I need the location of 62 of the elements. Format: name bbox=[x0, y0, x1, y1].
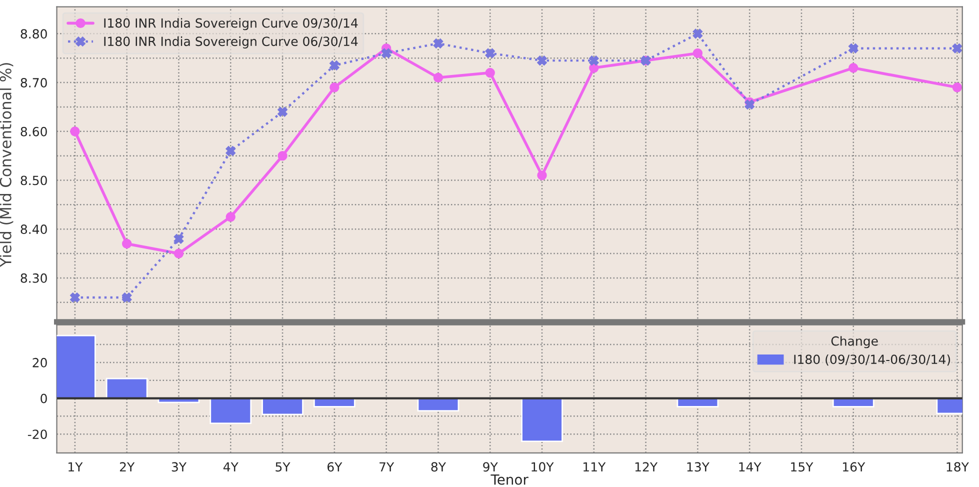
point bbox=[381, 48, 392, 58]
bar bbox=[210, 398, 252, 424]
legend-title: Change bbox=[831, 336, 878, 348]
y-tick-label: 8.70 bbox=[20, 78, 47, 88]
point bbox=[122, 238, 132, 249]
y-tick-label: 8.80 bbox=[20, 29, 47, 39]
y-tick-label: 20 bbox=[32, 358, 47, 368]
x-tick-label: 4Y bbox=[223, 462, 238, 472]
point bbox=[70, 292, 80, 302]
point bbox=[848, 43, 858, 54]
x-tick-label: 12Y bbox=[635, 462, 658, 472]
point bbox=[589, 56, 599, 66]
y-tick-label: 8.40 bbox=[20, 224, 47, 234]
point bbox=[330, 82, 340, 92]
x-tick-label: 7Y bbox=[380, 462, 394, 472]
x-tick-label: 14Y bbox=[739, 462, 762, 472]
x-tick-label: 9Y bbox=[483, 462, 498, 472]
x-tick-label: 15Y bbox=[791, 462, 814, 472]
y-tick-label: 8.60 bbox=[20, 126, 47, 136]
y-axis-title: Yield (Mid Conventional %) bbox=[0, 63, 14, 267]
x-tick-label: 8Y bbox=[431, 462, 446, 472]
bar bbox=[106, 378, 148, 399]
point bbox=[330, 60, 340, 70]
x-tick-label: 18Y bbox=[946, 462, 969, 472]
point bbox=[174, 234, 184, 244]
legend-label: I180 (09/30/14-06/30/14) bbox=[794, 354, 950, 366]
x-tick-label: 6Y bbox=[328, 462, 342, 472]
point bbox=[485, 48, 495, 58]
x-tick-label: 16Y bbox=[842, 462, 866, 472]
point bbox=[537, 170, 547, 180]
point bbox=[174, 248, 184, 258]
point bbox=[70, 126, 80, 136]
point bbox=[278, 150, 288, 161]
x-axis-title: Tenor bbox=[490, 474, 528, 485]
point bbox=[226, 146, 236, 156]
legend-label: I180 INR India Sovereign Curve 06/30/14 bbox=[104, 36, 358, 49]
point bbox=[122, 292, 132, 302]
x-tick-label: 10Y bbox=[532, 462, 554, 472]
y-tick-label: -20 bbox=[28, 430, 47, 440]
point bbox=[952, 82, 962, 92]
point bbox=[952, 43, 962, 54]
x-tick-label: 5Y bbox=[276, 462, 290, 472]
point bbox=[433, 72, 444, 83]
x-tick-label: 3Y bbox=[172, 462, 187, 472]
point bbox=[226, 212, 236, 222]
legend-label: I180 INR India Sovereign Curve 09/30/14 bbox=[104, 18, 358, 30]
point bbox=[433, 38, 444, 48]
point bbox=[537, 56, 547, 66]
x-tick-label: 1Y bbox=[68, 462, 83, 472]
y-tick-label: 8.50 bbox=[20, 176, 47, 186]
point bbox=[278, 106, 288, 117]
point bbox=[848, 63, 858, 73]
y-tick-label: 8.30 bbox=[20, 273, 47, 283]
x-tick-label: 2Y bbox=[120, 462, 135, 472]
x-tick-label: 11Y bbox=[584, 462, 606, 472]
y-tick-label: 0 bbox=[40, 394, 47, 404]
point bbox=[692, 28, 703, 39]
point bbox=[485, 68, 495, 78]
bar bbox=[521, 398, 563, 442]
point bbox=[744, 100, 754, 110]
point bbox=[692, 48, 703, 58]
x-tick-label: 13Y bbox=[687, 462, 710, 472]
